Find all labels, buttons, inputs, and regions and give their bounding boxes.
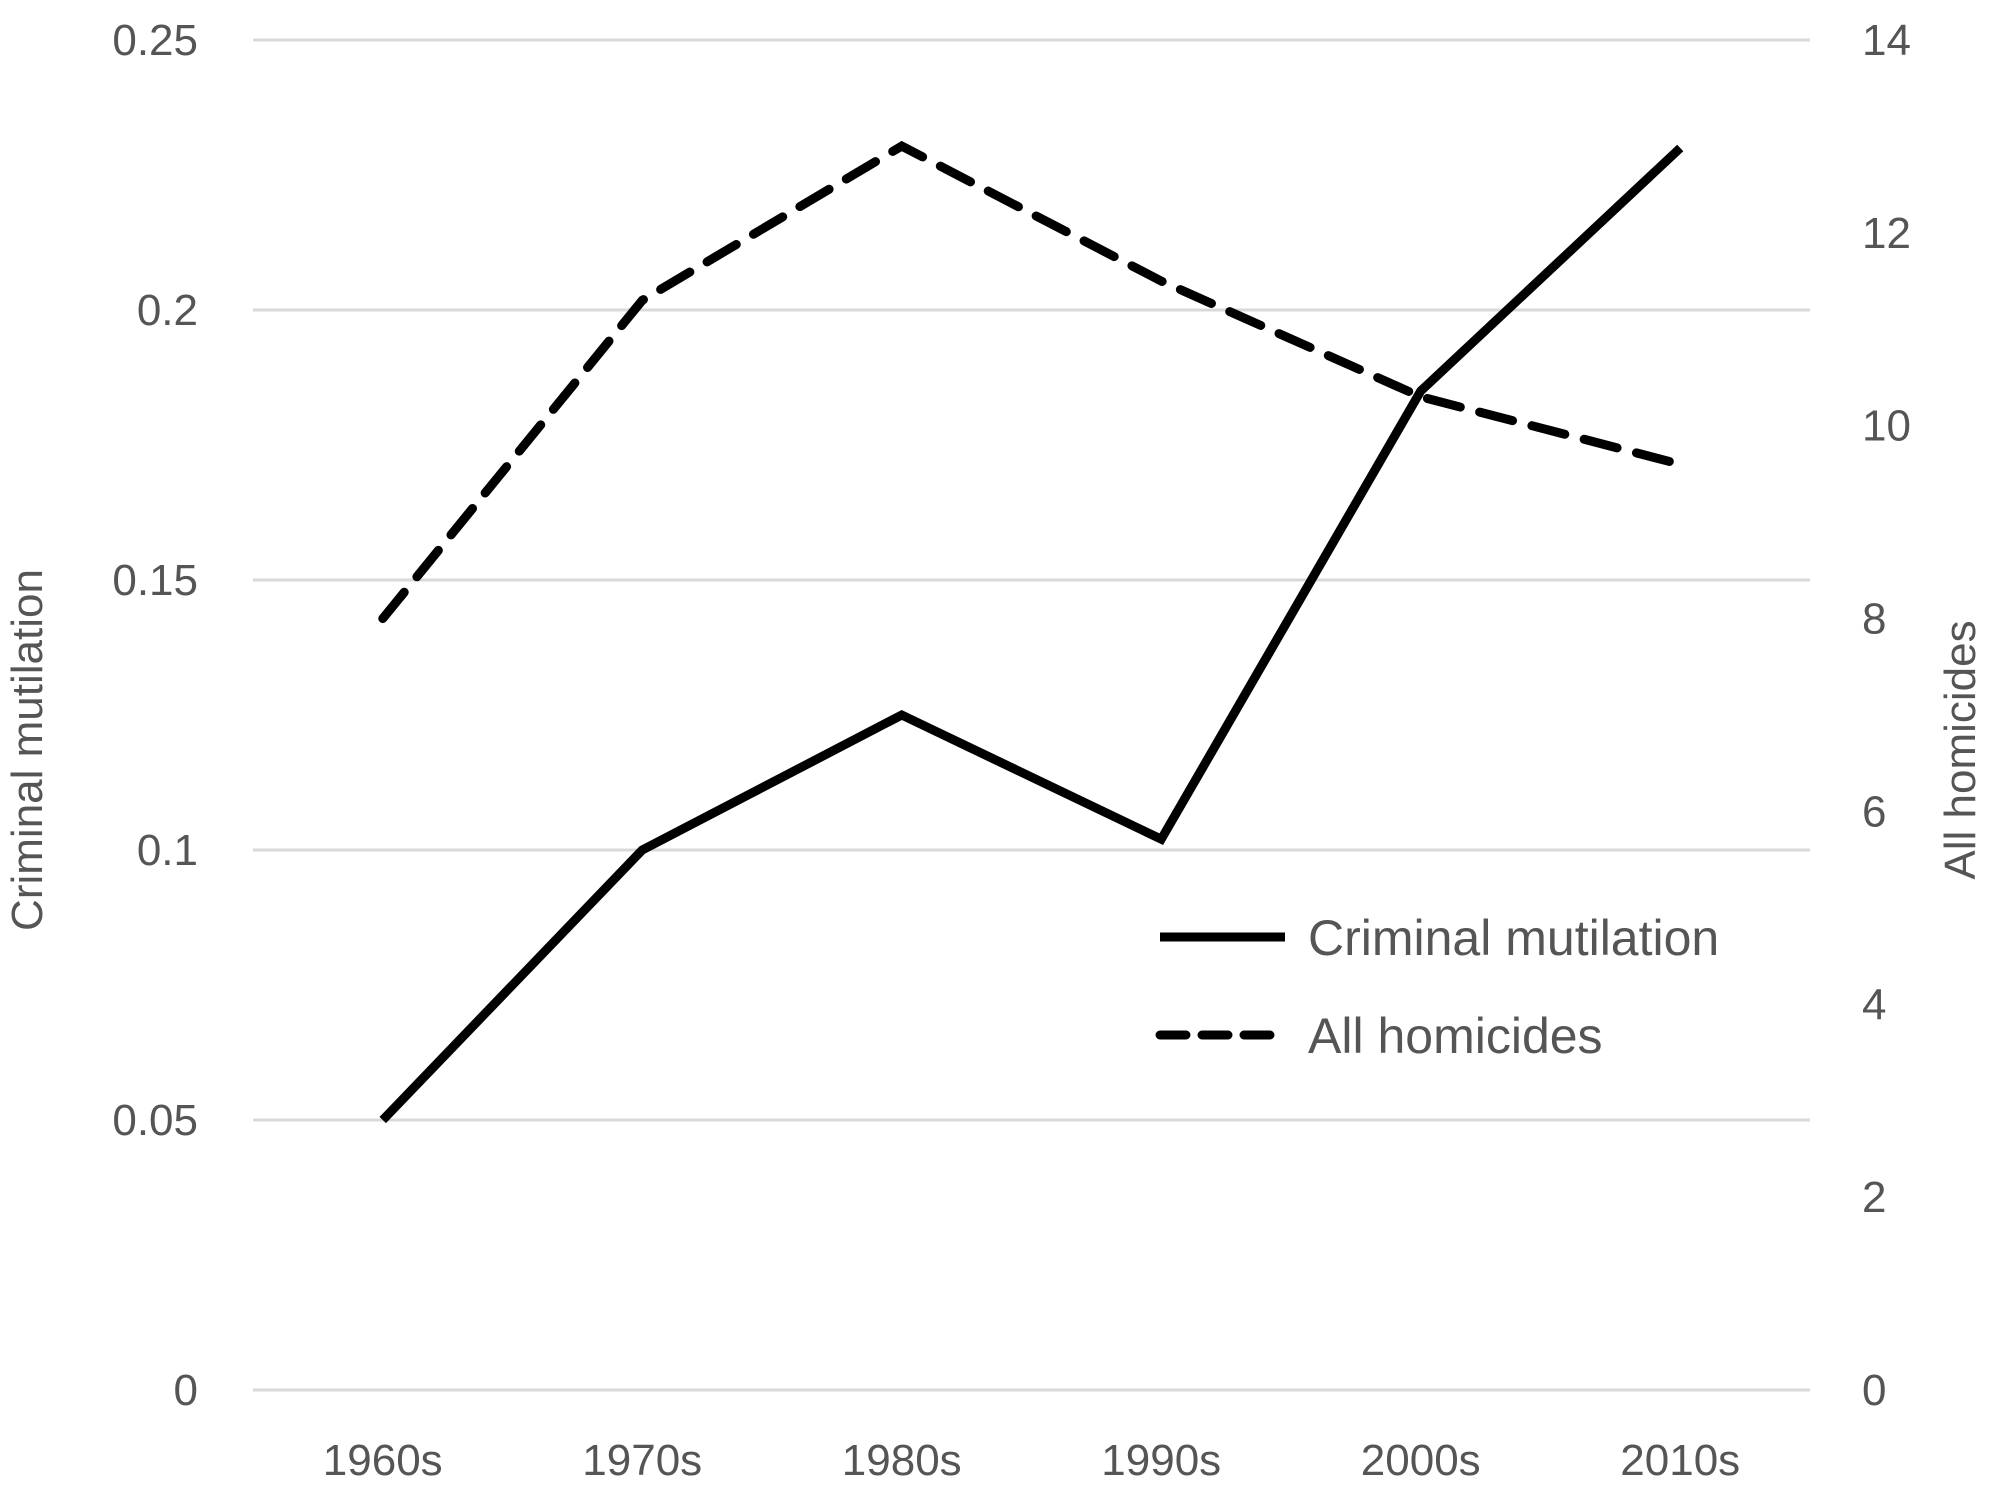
- x-axis-ticks: 1960s 1970s 1980s 1990s 2000s 2010s: [323, 1436, 1740, 1485]
- gridlines: [253, 38, 1810, 1392]
- left-axis-ticks: 0 0.05 0.1 0.15 0.2 0.25: [112, 16, 198, 1415]
- right-axis-tick-label: 6: [1862, 787, 1886, 836]
- legend-label: All homicides: [1308, 1008, 1603, 1064]
- left-axis-tick-label: 0.25: [112, 16, 198, 65]
- left-axis-title: Criminal mutilation: [3, 569, 52, 931]
- left-axis-tick-label: 0.1: [137, 826, 198, 875]
- right-axis-tick-label: 12: [1862, 209, 1911, 258]
- right-axis-tick-label: 4: [1862, 980, 1886, 1029]
- criminal-mutilation-line: [379, 144, 1684, 1124]
- left-axis-tick-label: 0: [174, 1366, 198, 1415]
- all-homicides-line: [378, 140, 1685, 624]
- right-axis-tick-label: 2: [1862, 1173, 1886, 1222]
- right-axis-tick-label: 8: [1862, 595, 1886, 644]
- x-axis-tick-label: 1970s: [582, 1436, 702, 1485]
- legend-label: Criminal mutilation: [1308, 910, 1719, 966]
- x-axis-tick-label: 1960s: [323, 1436, 443, 1485]
- right-axis-title: All homicides: [1936, 620, 1985, 879]
- right-axis-tick-label: 0: [1862, 1366, 1886, 1415]
- left-axis-tick-label: 0.05: [112, 1096, 198, 1145]
- right-axis-ticks: 0 2 4 6 8 10 12 14: [1862, 16, 1911, 1415]
- x-axis-tick-label: 2010s: [1620, 1436, 1740, 1485]
- left-axis-tick-label: 0.15: [112, 556, 198, 605]
- right-axis-tick-label: 10: [1862, 402, 1911, 451]
- x-axis-tick-label: 2000s: [1361, 1436, 1481, 1485]
- right-axis-tick-label: 14: [1862, 16, 1911, 65]
- series-lines: [378, 140, 1685, 1124]
- left-axis-tick-label: 0.2: [137, 286, 198, 335]
- x-axis-tick-label: 1990s: [1101, 1436, 1221, 1485]
- legend: Criminal mutilation All homicides: [1155, 910, 1719, 1064]
- x-axis-tick-label: 1980s: [842, 1436, 962, 1485]
